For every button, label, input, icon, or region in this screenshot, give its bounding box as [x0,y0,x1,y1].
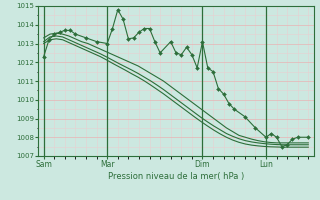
X-axis label: Pression niveau de la mer( hPa ): Pression niveau de la mer( hPa ) [108,172,244,181]
